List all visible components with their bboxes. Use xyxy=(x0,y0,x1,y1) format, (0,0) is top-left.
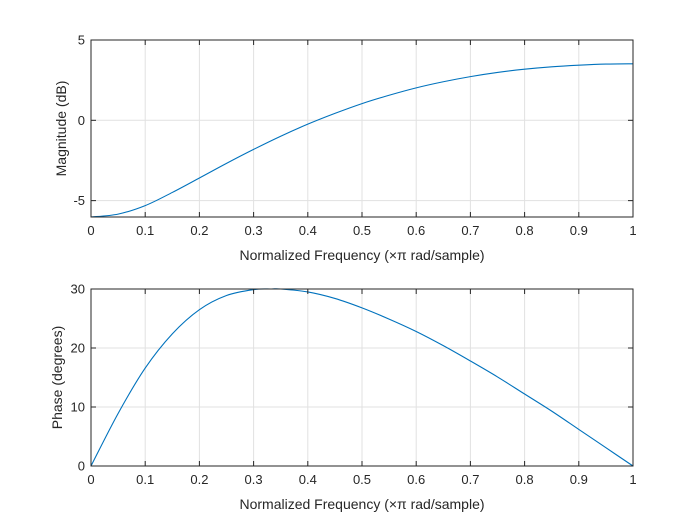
phase-x-tick-label: 0.6 xyxy=(407,472,425,487)
magnitude-y-tick-label: -5 xyxy=(73,193,85,208)
magnitude-x-tick-label: 0.6 xyxy=(407,223,425,238)
phase-x-tick-label: 0.9 xyxy=(570,472,588,487)
phase-x-tick-label: 0.2 xyxy=(190,472,208,487)
phase-y-tick-label: 20 xyxy=(71,341,85,356)
phase-x-tick-label: 1 xyxy=(629,472,636,487)
phase-x-axis-label: Normalized Frequency (×π rad/sample) xyxy=(239,496,484,512)
magnitude-series-line xyxy=(90,63,634,218)
magnitude-y-tick-label: 0 xyxy=(78,113,85,128)
magnitude-x-tick-label: 0.2 xyxy=(190,223,208,238)
magnitude-x-tick-label: 0 xyxy=(87,223,94,238)
phase-y-tick-label: 0 xyxy=(78,459,85,474)
magnitude-x-tick-label: 0.1 xyxy=(136,223,154,238)
magnitude-x-tick-label: 0.7 xyxy=(461,223,479,238)
magnitude-y-tick-label: 5 xyxy=(78,33,85,48)
magnitude-x-tick-label: 0.9 xyxy=(570,223,588,238)
magnitude-x-tick-label: 0.4 xyxy=(299,223,317,238)
magnitude-x-tick-label: 1 xyxy=(629,223,636,238)
magnitude-x-tick-label: 0.5 xyxy=(353,223,371,238)
phase-y-tick-label: 10 xyxy=(71,400,85,415)
phase-x-tick-label: 0.1 xyxy=(136,472,154,487)
phase-x-tick-label: 0.3 xyxy=(245,472,263,487)
phase-series-line xyxy=(90,288,634,467)
magnitude-x-axis-label: Normalized Frequency (×π rad/sample) xyxy=(239,247,484,263)
magnitude-x-tick-label: 0.8 xyxy=(516,223,534,238)
magnitude-axes: 0 0.1 0.2 0.3 0.4 0.5 0.6 0.7 0.8 0.9 1-505 Normal… xyxy=(53,33,637,264)
phase-y-axis-label: Phase (degrees) xyxy=(49,326,65,430)
phase-x-tick-label: 0.5 xyxy=(353,472,371,487)
phase-x-tick-label: 0.8 xyxy=(516,472,534,487)
magnitude-y-axis-label: Magnitude (dB) xyxy=(53,81,69,177)
phase-x-tick-label: 0.7 xyxy=(461,472,479,487)
phase-x-tick-label: 0 xyxy=(87,472,94,487)
phase-y-tick-label: 30 xyxy=(71,282,85,297)
phase-x-tick-label: 0.4 xyxy=(299,472,317,487)
magnitude-x-tick-label: 0.3 xyxy=(245,223,263,238)
